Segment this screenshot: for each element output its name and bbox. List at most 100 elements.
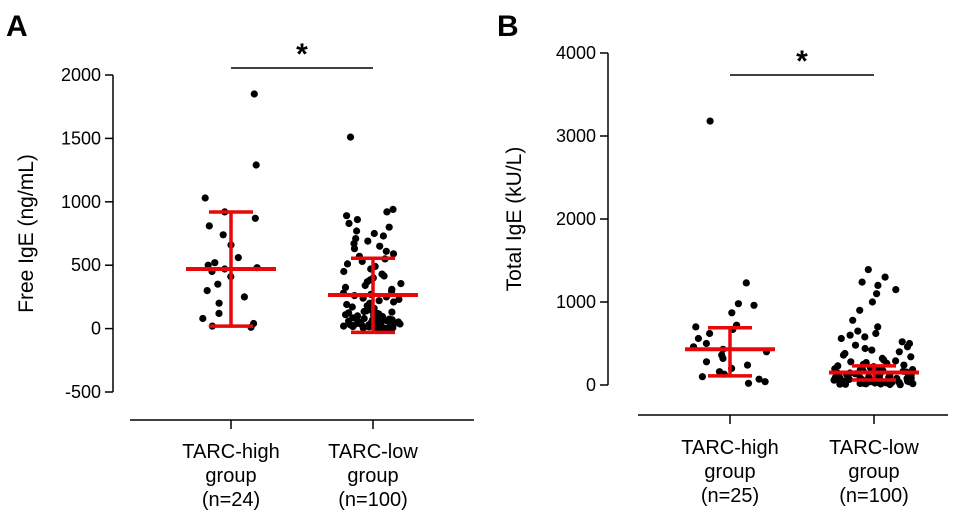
data-point	[856, 306, 864, 314]
category-label: (n=25)	[701, 485, 759, 507]
data-point	[900, 361, 908, 369]
category-label: TARC-high	[681, 437, 778, 459]
data-point	[734, 300, 743, 308]
data-point	[742, 279, 750, 287]
data-point	[251, 214, 259, 222]
data-point	[389, 205, 397, 213]
data-point	[896, 381, 904, 389]
data-point	[343, 300, 351, 309]
data-point	[346, 133, 355, 141]
y-tick-label: 0	[586, 375, 596, 395]
data-point	[390, 298, 398, 306]
data-point	[874, 323, 882, 331]
data-point	[755, 375, 763, 383]
data-point	[858, 278, 866, 286]
data-point	[385, 223, 393, 231]
data-point	[340, 322, 348, 330]
panel-b: B 0 1000 2000 3000 4000 Total IgE (kU/L) TARC-…	[497, 10, 948, 507]
data-point	[847, 358, 855, 366]
data-point	[348, 303, 356, 311]
y-tick-label: 4000	[556, 43, 596, 63]
data-point	[702, 339, 711, 348]
data-point	[343, 212, 351, 220]
panel-a: A -500 0 500 1000 1500 2000 Free IgE (ng/mL) TA…	[6, 10, 474, 511]
data-point	[698, 373, 707, 381]
data-point	[886, 380, 894, 389]
data-point	[234, 254, 242, 262]
y-tick-label: 1000	[61, 192, 101, 212]
data-point	[694, 334, 703, 343]
data-point	[364, 237, 372, 245]
data-point	[379, 232, 387, 240]
data-point	[864, 266, 872, 274]
data-point	[383, 208, 391, 216]
data-point	[388, 308, 396, 316]
data-point	[861, 344, 869, 353]
category-label: TARC-low	[829, 437, 919, 459]
data-point	[719, 354, 727, 362]
data-point	[839, 351, 848, 359]
data-point	[211, 259, 219, 267]
data-point	[873, 290, 881, 298]
category-label: TARC-high	[182, 441, 279, 463]
data-point	[830, 376, 838, 384]
data-point	[836, 380, 844, 388]
data-point	[215, 309, 223, 317]
data-point	[702, 358, 711, 366]
data-point	[380, 272, 388, 280]
y-tick-label: 500	[71, 255, 101, 275]
y-tick-label: 2000	[61, 65, 101, 85]
y-tick-label: 3000	[556, 126, 596, 146]
panel-letter-b: B	[497, 10, 519, 43]
data-point	[898, 338, 906, 346]
data-point	[728, 309, 736, 317]
data-point	[250, 90, 258, 98]
data-point	[345, 219, 353, 227]
category-label: TARC-low	[328, 441, 418, 463]
data-point	[382, 247, 390, 255]
y-tick-label: 2000	[556, 209, 596, 229]
data-point	[240, 293, 248, 301]
data-point	[744, 379, 753, 387]
data-point	[895, 348, 903, 356]
data-point	[375, 324, 383, 332]
data-point	[861, 333, 869, 341]
data-point	[907, 353, 915, 361]
significance-label: *	[796, 45, 808, 78]
data-point	[706, 329, 714, 338]
data-point	[384, 324, 392, 332]
data-point	[872, 329, 880, 338]
data-point	[341, 283, 350, 291]
data-point	[205, 222, 213, 230]
category-label: group	[848, 461, 899, 483]
data-point	[750, 301, 758, 309]
data-point	[370, 229, 378, 238]
data-point	[199, 314, 207, 323]
y-tick-label: 1500	[61, 128, 101, 148]
data-point	[909, 380, 917, 388]
data-point	[359, 324, 367, 332]
significance-label: *	[296, 38, 308, 71]
data-point	[862, 380, 870, 388]
data-point	[203, 287, 211, 295]
y-tick-label: 0	[91, 319, 101, 339]
data-point	[868, 346, 876, 354]
data-point	[877, 380, 885, 388]
data-point	[874, 281, 882, 289]
data-point	[252, 161, 260, 169]
data-point	[349, 323, 357, 331]
category-label: group	[205, 465, 256, 487]
data-point	[397, 280, 405, 288]
category-label: group	[704, 461, 755, 483]
data-point	[353, 216, 361, 224]
data-point	[343, 260, 352, 268]
category-label: (n=100)	[839, 485, 909, 507]
category-label: (n=100)	[338, 489, 408, 511]
data-point	[204, 261, 212, 269]
data-point	[892, 286, 900, 294]
data-point	[375, 297, 383, 305]
y-axis-title: Total IgE (kU/L)	[503, 147, 526, 292]
data-point	[846, 331, 854, 339]
data-point	[881, 273, 889, 281]
data-point	[342, 311, 350, 319]
